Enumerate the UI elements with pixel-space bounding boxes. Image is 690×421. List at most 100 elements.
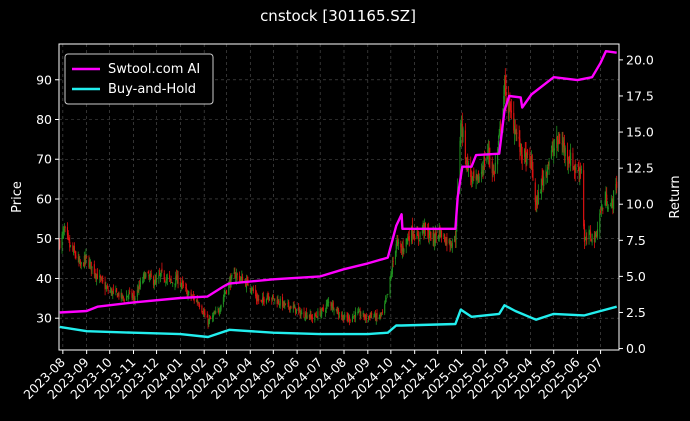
- candle-body: [236, 273, 238, 276]
- candle-body: [218, 311, 221, 313]
- candle-body: [80, 262, 82, 264]
- candle-body: [483, 159, 485, 174]
- candle-body: [63, 228, 65, 232]
- candle-body: [354, 311, 357, 318]
- candle-body: [255, 294, 257, 300]
- candle-body: [118, 292, 120, 298]
- candle-body: [311, 317, 314, 319]
- candle-body: [139, 281, 141, 288]
- candle-body: [530, 156, 532, 169]
- candle-body: [497, 141, 499, 146]
- candle-body: [101, 277, 103, 280]
- candle-body: [401, 248, 403, 251]
- candle-body: [371, 313, 373, 315]
- candle-body: [470, 175, 473, 183]
- candle-body: [61, 234, 63, 248]
- candle-body: [563, 145, 565, 148]
- candle-body: [209, 317, 211, 320]
- candle-body: [378, 317, 380, 319]
- candle-body: [406, 238, 408, 241]
- candle-body: [351, 316, 353, 323]
- candle-body: [268, 295, 270, 300]
- candle-body: [411, 227, 413, 242]
- candle-body: [494, 172, 496, 174]
- candle-body: [397, 242, 400, 244]
- candle-body: [89, 261, 92, 264]
- plot-frame: [58, 43, 620, 351]
- candle-body: [580, 168, 582, 171]
- candle-body: [445, 238, 447, 245]
- candle-body: [421, 228, 423, 234]
- candle-body: [218, 310, 220, 313]
- candle-body: [159, 273, 161, 277]
- candle-body: [546, 172, 548, 175]
- candle-body: [182, 280, 184, 284]
- candle-body: [518, 136, 520, 139]
- candle-body: [394, 251, 397, 260]
- candle-body: [332, 302, 334, 310]
- candle-body: [132, 296, 134, 298]
- candle-body: [417, 234, 420, 239]
- candle-body: [150, 273, 152, 278]
- candle-body: [508, 102, 510, 114]
- candle-body: [527, 149, 529, 156]
- candle-body: [387, 293, 389, 295]
- candle-body: [446, 237, 448, 245]
- candle-body: [498, 133, 500, 138]
- candle-body: [155, 279, 157, 281]
- candle-body: [590, 231, 592, 238]
- candle-body: [186, 290, 188, 297]
- candle-body: [455, 227, 457, 241]
- candle-body: [170, 278, 172, 281]
- candle-body: [262, 297, 264, 303]
- candle-body: [391, 272, 393, 275]
- y2-tick-label: 10.0: [626, 197, 654, 212]
- candle-body: [263, 298, 265, 303]
- candle-body: [541, 175, 543, 179]
- candle-body: [202, 311, 204, 314]
- candle-body: [180, 284, 182, 287]
- candle-body: [85, 254, 87, 259]
- legend-label-strategy: Swtool.com AI: [108, 62, 200, 77]
- candle-body: [290, 306, 292, 309]
- candle-body: [246, 279, 248, 281]
- candle-body: [79, 261, 82, 266]
- candle-body: [325, 304, 327, 309]
- candle-body: [380, 312, 382, 315]
- candle-body: [369, 314, 371, 318]
- candle-body: [359, 310, 361, 317]
- candle-body: [441, 230, 443, 238]
- candle-body: [450, 243, 453, 247]
- candle-body: [295, 309, 297, 314]
- candle-body: [500, 123, 502, 131]
- candle-body: [106, 286, 108, 289]
- candle-body: [488, 148, 490, 157]
- y2-tick-label: 5.0: [626, 269, 646, 284]
- candle-body: [321, 307, 324, 309]
- candle-body: [569, 158, 571, 164]
- candle-body: [100, 277, 102, 279]
- candle-body: [197, 302, 199, 304]
- candle-body: [288, 301, 290, 308]
- candle-body: [91, 266, 93, 269]
- candle-body: [316, 317, 318, 319]
- candle-body: [74, 252, 76, 256]
- candle-body: [261, 300, 263, 301]
- candle-body: [414, 235, 416, 240]
- candle-body: [364, 315, 367, 320]
- candle-body: [300, 313, 302, 316]
- candle-body: [289, 306, 291, 311]
- candle-body: [123, 299, 125, 301]
- candle-body: [440, 229, 442, 238]
- candle-body: [472, 173, 474, 175]
- y-tick-label: 70: [36, 152, 52, 167]
- candle-body: [110, 289, 112, 293]
- candle-body: [454, 237, 456, 243]
- candle-body: [215, 311, 217, 314]
- candle-body: [282, 301, 284, 307]
- candle-body: [195, 300, 198, 302]
- candle-body: [589, 231, 591, 233]
- candle-body: [585, 236, 587, 241]
- candle-body: [295, 307, 297, 313]
- candle-body: [273, 298, 275, 300]
